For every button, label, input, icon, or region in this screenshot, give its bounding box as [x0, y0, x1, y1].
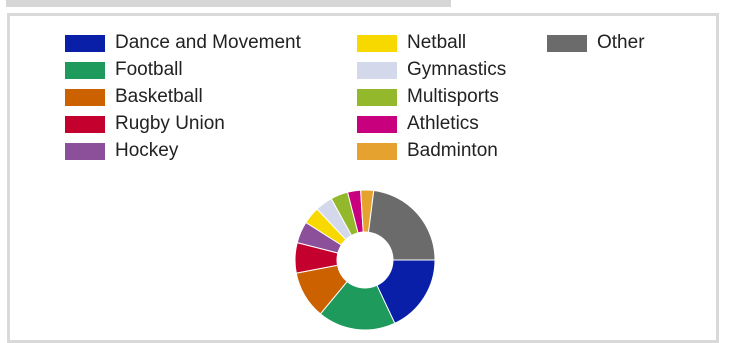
legend-swatch	[357, 142, 397, 160]
legend-swatch	[65, 115, 105, 133]
legend-swatch	[65, 142, 105, 160]
top-bar	[6, 0, 451, 7]
legend-item: Athletics	[357, 112, 479, 136]
legend-swatch	[65, 61, 105, 79]
legend-label: Gymnastics	[407, 59, 507, 80]
chart-panel: Dance and Movement Football Basketball Rugb…	[7, 13, 719, 343]
donut-chart	[294, 189, 436, 331]
legend-swatch	[357, 61, 397, 79]
legend-item: Multisports	[357, 85, 499, 109]
legend-label: Netball	[407, 32, 467, 53]
legend-label: Other	[597, 32, 645, 53]
legend-item: Other	[547, 31, 645, 55]
legend-label: Multisports	[407, 86, 499, 107]
legend-label: Athletics	[407, 113, 479, 134]
legend-item: Hockey	[65, 139, 178, 163]
legend-swatch	[357, 115, 397, 133]
legend-label: Rugby Union	[115, 113, 225, 134]
legend-item: Netball	[357, 31, 466, 55]
donut-slice	[367, 189, 436, 261]
legend-swatch	[357, 88, 397, 106]
legend-label: Badminton	[407, 140, 498, 161]
legend-item: Basketball	[65, 85, 203, 109]
legend-item: Football	[65, 58, 183, 82]
legend-label: Dance and Movement	[115, 32, 301, 53]
legend-swatch	[65, 88, 105, 106]
legend-label: Football	[115, 59, 183, 80]
legend-item: Rugby Union	[65, 112, 225, 136]
legend-swatch	[547, 34, 587, 52]
legend-swatch	[357, 34, 397, 52]
legend-label: Basketball	[115, 86, 203, 107]
legend-swatch	[65, 34, 105, 52]
legend-item: Badminton	[357, 139, 498, 163]
legend-item: Dance and Movement	[65, 31, 301, 55]
legend-item: Gymnastics	[357, 58, 506, 82]
chart-legend: Dance and Movement Football Basketball Rugb…	[10, 16, 716, 176]
legend-label: Hockey	[115, 140, 179, 161]
